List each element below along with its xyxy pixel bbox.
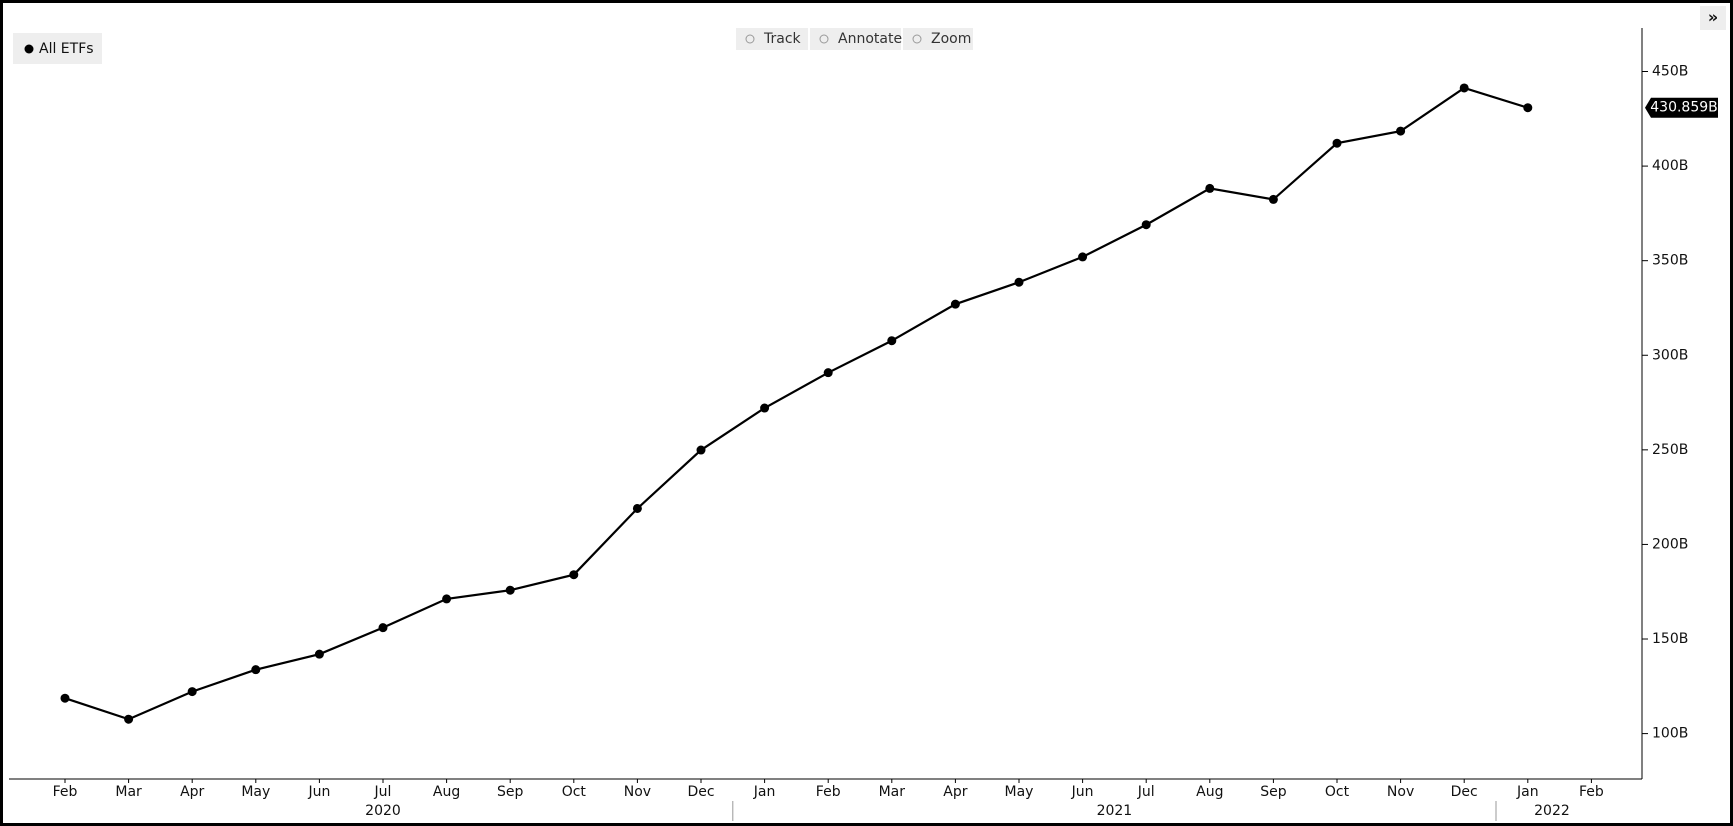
value-label-box xyxy=(1645,97,1718,118)
x-tick-label: Oct xyxy=(562,784,587,800)
toolbar-button[interactable] xyxy=(810,28,901,50)
data-point xyxy=(251,665,261,675)
x-tick-label: Jun xyxy=(307,784,330,800)
x-tick-label: Mar xyxy=(879,784,906,800)
toolbar-label: Annotate xyxy=(838,31,902,47)
data-point xyxy=(124,714,134,724)
toolbar-label: Zoom xyxy=(931,31,971,47)
toolbar-icon xyxy=(819,34,829,44)
toolbar-icon xyxy=(912,34,922,44)
x-tick-label: Apr xyxy=(180,784,204,800)
expand-icon: » xyxy=(1708,8,1718,27)
y-tick-label: 300B xyxy=(1652,347,1688,363)
x-tick-label: Aug xyxy=(433,784,460,800)
x-tick-label: Feb xyxy=(53,784,78,800)
legend-label: All ETFs xyxy=(39,41,94,57)
data-point xyxy=(1523,103,1533,113)
data-point xyxy=(1014,277,1024,287)
data-point xyxy=(569,570,579,580)
legend-marker xyxy=(24,44,34,54)
data-point xyxy=(187,687,197,697)
data-point xyxy=(1396,126,1406,136)
year-label: 2020 xyxy=(365,803,401,819)
x-tick-label: Sep xyxy=(497,784,524,800)
x-tick-label: May xyxy=(1005,784,1034,800)
data-point xyxy=(887,336,897,346)
data-point xyxy=(1141,220,1151,230)
toolbar-label: Track xyxy=(763,31,802,47)
y-tick-label: 450B xyxy=(1652,64,1688,80)
x-tick-label: Feb xyxy=(816,784,841,800)
x-tick-label: Feb xyxy=(1579,784,1604,800)
x-tick-label: Dec xyxy=(1451,784,1478,800)
x-tick-label: Apr xyxy=(943,784,967,800)
y-tick-label: 150B xyxy=(1652,631,1688,647)
data-point xyxy=(1268,194,1278,204)
x-tick-label: Jan xyxy=(753,784,776,800)
y-tick-label: 250B xyxy=(1652,442,1688,458)
series-line xyxy=(64,86,1529,721)
expand-button[interactable] xyxy=(1700,6,1726,30)
data-point xyxy=(1332,138,1342,148)
data-point xyxy=(378,623,388,633)
data-point xyxy=(950,299,960,309)
data-point xyxy=(1078,252,1088,262)
x-tick-label: Jul xyxy=(1137,784,1155,800)
data-point xyxy=(60,693,70,703)
data-point xyxy=(760,403,770,413)
toolbar-icon xyxy=(745,34,755,44)
y-tick-label: 200B xyxy=(1652,536,1688,552)
y-tick-label: 350B xyxy=(1652,253,1688,269)
x-tick-label: Nov xyxy=(1387,784,1414,800)
toolbar-button[interactable] xyxy=(903,28,973,50)
y-tick-label: 100B xyxy=(1652,726,1688,742)
data-point xyxy=(632,503,642,513)
data-point xyxy=(1205,183,1215,193)
data-point xyxy=(505,585,515,595)
x-tick-label: Aug xyxy=(1196,784,1223,800)
x-tick-label: Oct xyxy=(1325,784,1350,800)
x-tick-label: Jul xyxy=(374,784,392,800)
x-tick-label: May xyxy=(241,784,270,800)
data-point xyxy=(314,649,324,659)
data-point xyxy=(823,368,833,378)
x-tick-label: Dec xyxy=(687,784,714,800)
value-label: 430.859B xyxy=(1650,100,1718,116)
y-tick-label: 400B xyxy=(1652,158,1688,174)
x-tick-label: Jun xyxy=(1071,784,1094,800)
x-tick-label: Nov xyxy=(624,784,651,800)
x-tick-label: Jan xyxy=(1516,784,1539,800)
x-tick-label: Sep xyxy=(1260,784,1287,800)
data-point xyxy=(1459,83,1469,93)
year-label: 2021 xyxy=(1097,803,1133,819)
data-point xyxy=(696,445,706,455)
toolbar-button[interactable] xyxy=(736,28,808,50)
year-label: 2022 xyxy=(1534,803,1570,819)
data-point xyxy=(442,594,452,604)
x-tick-label: Mar xyxy=(115,784,142,800)
